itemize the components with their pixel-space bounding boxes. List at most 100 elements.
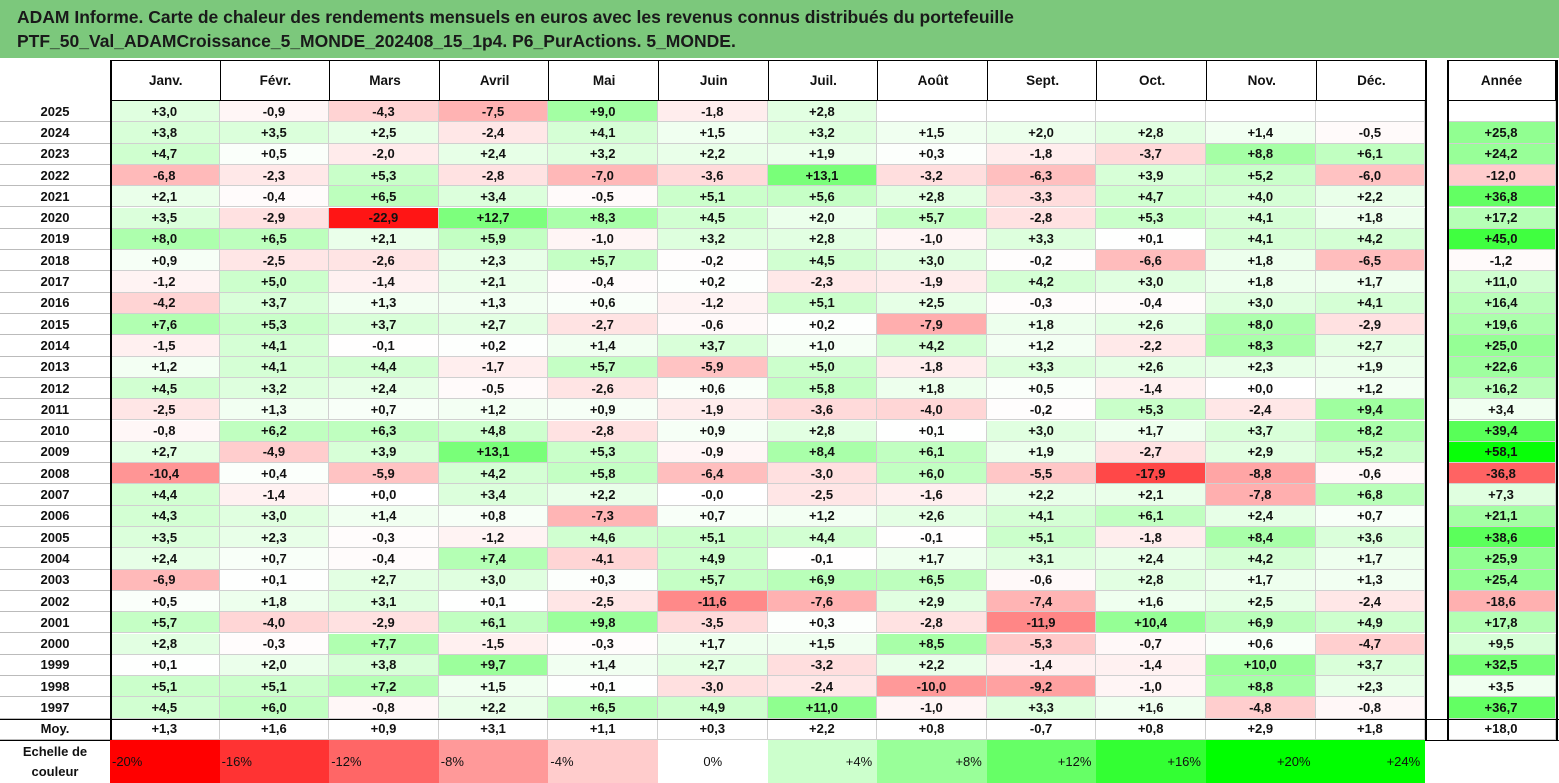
month-header: Mai (548, 60, 659, 101)
heatmap-cell: +5,7 (658, 569, 768, 591)
heatmap-cell: -0,7 (1096, 633, 1206, 655)
color-scale-swatch: +20% (1206, 740, 1316, 783)
heatmap-cell: +4,7 (1096, 186, 1206, 208)
report-title-line1: ADAM Informe. Carte de chaleur des rende… (17, 7, 1014, 27)
heatmap-cell: +1,2 (986, 335, 1097, 357)
annual-cell: +38,6 (1447, 527, 1556, 549)
heatmap-cell: +3,6 (1315, 527, 1426, 549)
heatmap-cell: +3,3 (986, 228, 1097, 251)
average-cell: +0,8 (1096, 718, 1206, 740)
year-label: 2023 (0, 143, 110, 165)
year-label: 2020 (0, 207, 110, 229)
heatmap-cell: -6,0 (1315, 164, 1426, 187)
heatmap-cell: +9,4 (1315, 399, 1426, 421)
heatmap-cell: -2,9 (329, 612, 439, 634)
annual-cell (1447, 101, 1556, 123)
heatmap-cell: +2,1 (438, 271, 549, 293)
heatmap-cell: -0,2 (986, 399, 1097, 421)
color-scale-swatch: +16% (1096, 740, 1206, 783)
heatmap-cell: -0,4 (329, 548, 439, 570)
heatmap-cell: -11,6 (658, 590, 768, 613)
heatmap-cell: +4,2 (986, 271, 1097, 293)
heatmap-cell: +0,7 (1315, 505, 1426, 527)
heatmap-cell: +3,2 (767, 122, 878, 144)
heatmap-cell: +5,9 (438, 228, 549, 251)
heatmap-cell: -0,1 (877, 527, 987, 549)
grid-left-border (110, 60, 112, 740)
heatmap-cell: -3,2 (877, 164, 987, 187)
year-label: 2021 (0, 186, 110, 208)
heatmap-cell: -1,2 (110, 271, 220, 293)
heatmap-cell: +1,8 (986, 314, 1097, 336)
heatmap-cell: -2,9 (1315, 314, 1426, 336)
heatmap-cell: +2,4 (438, 143, 549, 165)
heatmap-cell: +3,4 (438, 484, 549, 506)
heatmap-cell: +6,1 (1315, 143, 1426, 165)
annual-cell: +36,7 (1447, 697, 1556, 719)
heatmap-cell: -7,6 (767, 590, 878, 613)
color-scale-label: Echelle de couleur (0, 740, 110, 783)
heatmap-cell: -0,9 (658, 441, 768, 464)
heatmap-cell: +2,4 (1206, 505, 1316, 527)
year-label: 2000 (0, 633, 110, 655)
heatmap-cell: -10,4 (110, 463, 220, 485)
annual-cell: +3,5 (1447, 676, 1556, 698)
heatmap-cell: -1,2 (658, 292, 768, 314)
heatmap-cell: +1,8 (219, 590, 330, 613)
heatmap-cell: +6,1 (438, 612, 549, 634)
heatmap-cell (1315, 101, 1426, 123)
heatmap-cell: -2,5 (767, 484, 878, 506)
heatmap-cell: +8,5 (877, 633, 987, 655)
heatmap-cell: -3,0 (767, 463, 878, 485)
heatmap-cell: +8,3 (548, 207, 658, 229)
heatmap-cell: +2,8 (1096, 122, 1206, 144)
heatmap-cell: -10,0 (877, 676, 987, 698)
average-cell: +0,3 (658, 718, 768, 740)
year-label: 2006 (0, 505, 110, 527)
annual-cell: +58,1 (1447, 441, 1556, 464)
heatmap-cell: +0,4 (219, 463, 330, 485)
month-header: Août (877, 60, 988, 101)
heatmap-cell: -9,2 (986, 676, 1097, 698)
heatmap-cell: +9,8 (548, 612, 658, 634)
heatmap-cell (877, 101, 987, 123)
average-cell: +1,6 (219, 718, 330, 740)
heatmap-cell: -1,5 (438, 633, 549, 655)
heatmap-cell: +8,2 (1315, 420, 1426, 442)
heatmap-cell: +3,0 (1206, 292, 1316, 314)
heatmap-cell: +13,1 (438, 441, 549, 464)
report-title: ADAM Informe. Carte de chaleur des rende… (0, 0, 1559, 58)
heatmap-cell: +3,4 (438, 186, 549, 208)
heatmap-cell: +0,7 (658, 505, 768, 527)
average-cell: +1,8 (1315, 718, 1426, 740)
heatmap-cell: -1,8 (1096, 527, 1206, 549)
average-cell: +1,1 (548, 718, 658, 740)
heatmap-cell: +4,9 (658, 548, 768, 570)
grid-right-border (1425, 60, 1427, 740)
heatmap-cell: -1,0 (877, 697, 987, 719)
heatmap-cell: -7,3 (548, 505, 658, 527)
average-cell: +3,1 (438, 718, 549, 740)
heatmap-cell: -1,9 (658, 399, 768, 421)
color-scale-swatch: +4% (767, 740, 878, 783)
heatmap-cell: +6,5 (877, 569, 987, 591)
heatmap-cell: +3,5 (110, 207, 220, 229)
heatmap-cell: +2,2 (877, 654, 987, 677)
heatmap-cell: +1,5 (877, 122, 987, 144)
heatmap-cell: +2,7 (1315, 335, 1426, 357)
heatmap-cell: +6,2 (219, 420, 330, 442)
heatmap-cell: +4,3 (110, 505, 220, 527)
heatmap-cell: +0,7 (329, 399, 439, 421)
heatmap-cell: +5,3 (329, 164, 439, 187)
average-cell: +2,2 (767, 718, 878, 740)
heatmap-cell: +3,3 (986, 697, 1097, 719)
heatmap-cell: -3,7 (1096, 143, 1206, 165)
heatmap-cell: -1,4 (986, 654, 1097, 677)
heatmap-cell: +2,1 (1096, 484, 1206, 506)
heatmap-cell: +0,1 (219, 569, 330, 591)
heatmap-cell: -6,3 (986, 164, 1097, 187)
average-row-top-border (0, 718, 1559, 720)
heatmap-cell: -0,6 (986, 569, 1097, 591)
heatmap-cell: +3,3 (986, 356, 1097, 378)
